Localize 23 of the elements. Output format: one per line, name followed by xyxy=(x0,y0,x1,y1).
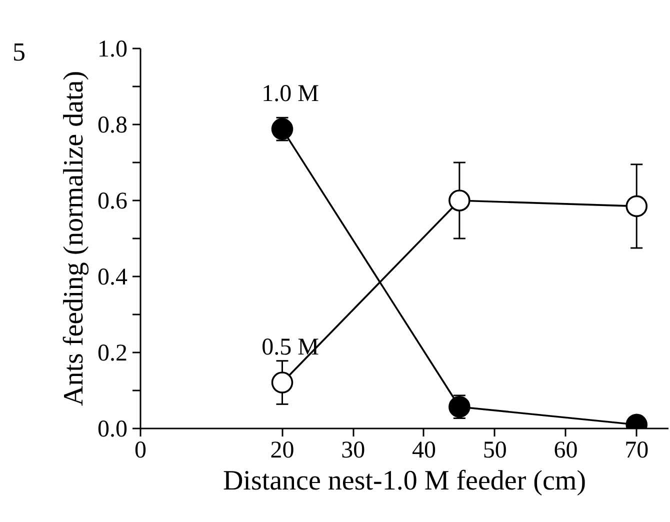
y-tick-label: 0.6 xyxy=(98,188,128,214)
text: 5 xyxy=(12,38,26,66)
y-axis-title: Ants feeding (normalize data) xyxy=(58,70,90,406)
point xyxy=(448,396,470,418)
x-tick-label: 60 xyxy=(554,438,578,464)
x-tick-label: 40 xyxy=(412,438,436,464)
x-axis-title: Distance nest-1.0 M feeder (cm) xyxy=(222,466,586,496)
x-tick-label: 20 xyxy=(270,438,294,464)
y-tick-label: 0.0 xyxy=(98,416,128,442)
point xyxy=(448,190,470,212)
y-tick-label: 0.4 xyxy=(98,264,128,290)
point xyxy=(271,118,294,140)
x-tick-label: 30 xyxy=(341,438,366,464)
x-tick-label: 0 xyxy=(134,438,146,464)
y-tick-label: 0.2 xyxy=(98,340,128,366)
point xyxy=(271,372,294,394)
y-tick-label: 1.0 xyxy=(98,36,128,62)
point xyxy=(626,195,648,218)
annotation: 1.0 M xyxy=(262,81,319,108)
x-tick-label: 50 xyxy=(482,438,507,464)
annotation: 0.5 M xyxy=(262,334,319,361)
x-tick-label: 70 xyxy=(624,438,649,464)
y-tick-label: 0.8 xyxy=(98,112,128,138)
